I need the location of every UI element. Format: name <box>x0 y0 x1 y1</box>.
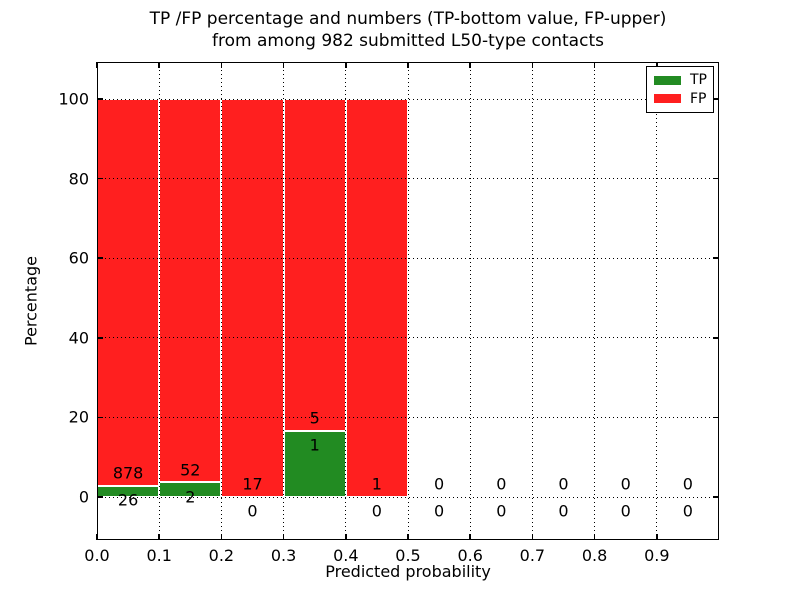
x-axis-tick-top <box>282 62 285 68</box>
tp-count-label: 0 <box>247 501 258 521</box>
x-axis-tick <box>282 534 285 540</box>
y-axis-tick-right <box>713 496 719 498</box>
x-tick-label: 0.3 <box>270 546 297 565</box>
x-tick-label: 0.9 <box>644 546 670 565</box>
x-tick-label: 0.4 <box>333 546 359 565</box>
tp-legend-swatch <box>654 75 681 85</box>
x-tick-label: 0.5 <box>395 546 421 565</box>
v-gridline <box>594 62 596 540</box>
y-axis-tick-right <box>713 257 719 259</box>
x-axis-tick <box>345 534 347 540</box>
tp-count-label: 0 <box>682 501 693 521</box>
y-axis-tick <box>97 337 103 339</box>
fp-count-label: 0 <box>434 474 445 494</box>
chart-title-line2: from among 982 submitted L50-type contac… <box>212 31 604 51</box>
x-axis-tick <box>531 534 534 540</box>
tp-count-label: 0 <box>434 501 445 521</box>
y-axis-tick <box>97 416 103 419</box>
x-axis-tick <box>220 534 223 540</box>
tp-count-label: 0 <box>371 501 382 521</box>
x-tick-label: 0.6 <box>457 546 483 565</box>
y-axis-tick-right <box>713 177 719 180</box>
v-gridline <box>220 62 222 540</box>
legend: TP FP <box>646 66 714 113</box>
bar-segment-fp <box>283 99 346 431</box>
y-axis-tick <box>97 257 103 259</box>
bar-segment-tp <box>159 482 222 497</box>
fp-count-label: 0 <box>682 474 693 494</box>
x-axis-tick <box>593 534 596 540</box>
v-gridline <box>345 62 347 540</box>
y-axis-tick <box>97 177 103 180</box>
tp-count-label: 0 <box>620 501 631 521</box>
x-axis-tick-top <box>158 62 160 68</box>
x-axis-tick-top <box>531 62 534 68</box>
y-tick-label: 80 <box>68 169 89 189</box>
tp-count-label: 0 <box>496 501 507 521</box>
tp-count-label: 26 <box>117 490 139 510</box>
x-axis-tick <box>656 534 658 540</box>
bar-segment-fp <box>345 99 408 497</box>
v-gridline <box>656 62 658 540</box>
tp-count-label: 2 <box>185 487 196 507</box>
chart-title: TP /FP percentage and numbers (TP-bottom… <box>97 8 719 52</box>
bar-segment-tp <box>283 430 346 497</box>
bar-segment-fp <box>97 99 160 486</box>
y-axis-tick-right <box>713 98 719 100</box>
y-axis-tick-right <box>713 416 719 419</box>
fp-count-label: 0 <box>496 474 507 494</box>
x-axis-tick-top <box>220 62 223 68</box>
fp-legend-swatch <box>654 94 681 104</box>
x-axis-tick-top <box>345 62 347 68</box>
tp-legend-label: TP <box>690 72 707 89</box>
x-tick-label: 0.2 <box>208 546 235 565</box>
x-tick-label: 0.0 <box>84 546 110 565</box>
x-axis-tick <box>96 534 98 540</box>
bar-segment-fp <box>221 99 284 497</box>
y-tick-label: 40 <box>68 328 89 348</box>
x-axis-tick <box>158 534 160 540</box>
fp-count-label: 52 <box>180 460 201 480</box>
v-gridline <box>407 62 409 540</box>
y-axis-label: Percentage <box>21 255 41 347</box>
x-tick-label: 0.7 <box>519 546 546 565</box>
y-tick-label: 20 <box>68 407 89 427</box>
legend-item-tp: TP <box>647 73 713 87</box>
chart-title-line1: TP /FP percentage and numbers (TP-bottom… <box>149 9 667 29</box>
fp-count-label: 5 <box>309 408 320 428</box>
legend-item-fp: FP <box>647 92 713 106</box>
y-tick-label: 60 <box>68 248 89 268</box>
fp-count-label: 878 <box>112 463 144 483</box>
fp-count-label: 1 <box>371 474 382 494</box>
y-axis-tick <box>97 98 103 100</box>
x-axis-tick-top <box>407 62 409 68</box>
tp-count-label: 1 <box>309 435 320 455</box>
x-tick-label: 0.8 <box>581 546 608 565</box>
v-gridline <box>469 62 471 540</box>
plot-area: TP FP 878 26 52 2 17 0 5 1 1 0 0 0 0 0 0 0 0 0 0 0 <box>96 62 719 540</box>
y-tick-label: 100 <box>58 89 89 109</box>
tp-count-label: 0 <box>558 501 569 521</box>
y-axis-tick <box>97 496 103 498</box>
v-gridline <box>531 62 533 540</box>
x-axis-tick-top <box>656 62 658 68</box>
x-axis-tick <box>407 534 409 540</box>
bar-segment-fp <box>159 99 222 483</box>
x-axis-tick-top <box>593 62 596 68</box>
fp-count-label: 0 <box>558 474 569 494</box>
x-axis-label: Predicted probability <box>325 562 491 581</box>
fp-count-label: 0 <box>620 474 631 494</box>
v-gridline <box>158 62 160 540</box>
fp-count-label: 17 <box>242 474 263 494</box>
fp-legend-label: FP <box>690 90 707 107</box>
x-axis-tick <box>469 534 471 540</box>
x-axis-tick-top <box>469 62 471 68</box>
y-axis-tick-right <box>713 337 719 339</box>
v-gridline <box>283 62 285 540</box>
x-axis-tick-top <box>96 62 98 68</box>
y-tick-label: 0 <box>78 487 89 507</box>
x-tick-label: 0.1 <box>146 546 172 565</box>
